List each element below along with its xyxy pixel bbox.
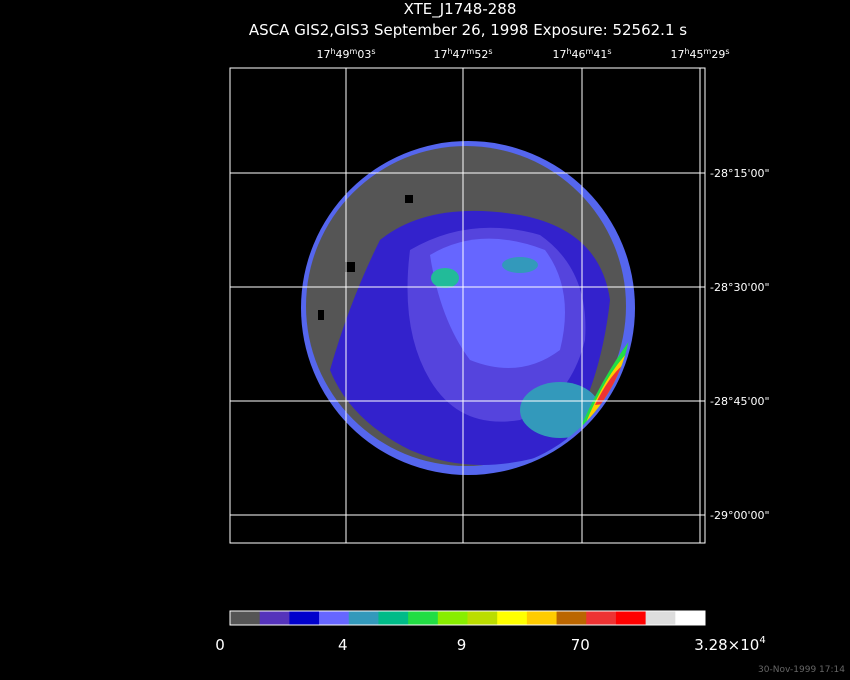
ra-value: 17 bbox=[670, 48, 684, 61]
coordinate-grid bbox=[229, 67, 706, 544]
ra-unit: h bbox=[566, 47, 571, 56]
ra-value: 46 bbox=[572, 48, 586, 61]
ra-value: 03 bbox=[357, 48, 371, 61]
colorbar-label: 9 bbox=[457, 636, 467, 654]
timestamp: 30-Nov-1999 17:14 bbox=[758, 665, 845, 675]
colorbar-swatch bbox=[259, 611, 290, 625]
ra-value: 49 bbox=[336, 48, 350, 61]
ra-value: 17 bbox=[433, 48, 447, 61]
colorbar-swatch bbox=[675, 611, 706, 625]
ra-unit: s bbox=[607, 47, 611, 56]
colorbar-swatch bbox=[526, 611, 558, 625]
ra-unit: s bbox=[488, 47, 492, 56]
ra-unit: h bbox=[684, 47, 689, 56]
colorbar-swatch bbox=[348, 611, 379, 625]
dead-pixel bbox=[405, 195, 413, 203]
ra-value: 29 bbox=[711, 48, 725, 61]
colorbar-swatch bbox=[408, 611, 439, 625]
ra-unit: s bbox=[371, 47, 375, 56]
ra-value: 41 bbox=[593, 48, 607, 61]
colorbar-label-exponent: 4 bbox=[759, 635, 765, 646]
colorbar-swatch bbox=[556, 611, 587, 625]
title: XTE_J1748-288 bbox=[404, 0, 517, 19]
dead-pixel bbox=[345, 262, 355, 272]
ra-value: 47 bbox=[453, 48, 467, 61]
emission-knot bbox=[520, 382, 600, 438]
colorbar-swatch bbox=[586, 611, 617, 625]
dec-label: -29°00'00" bbox=[710, 509, 770, 522]
dec-label: -28°45'00" bbox=[710, 395, 770, 408]
colorbar-frame bbox=[229, 610, 706, 626]
colorbar-label-mantissa: 3.28×10 bbox=[694, 636, 759, 654]
dead-pixel bbox=[318, 310, 324, 320]
colorbar-swatch bbox=[378, 611, 409, 625]
colorbar-label: 0 bbox=[215, 636, 225, 654]
emission-knot bbox=[431, 268, 459, 288]
ra-unit: m bbox=[586, 47, 594, 56]
emission-knot bbox=[502, 257, 538, 273]
ra-label: 17h47m52s bbox=[433, 47, 492, 61]
dec-label: -28°30'00" bbox=[710, 281, 770, 294]
sky-image bbox=[301, 141, 635, 475]
ra-unit: m bbox=[467, 47, 475, 56]
colorbar-swatch bbox=[615, 611, 647, 625]
colorbar-swatch bbox=[437, 611, 468, 625]
ra-unit: s bbox=[725, 47, 729, 56]
colorbar-swatch bbox=[319, 611, 350, 625]
ra-unit: m bbox=[704, 47, 712, 56]
ra-unit: m bbox=[350, 47, 358, 56]
ra-value: 17 bbox=[316, 48, 330, 61]
ra-label: 17h45m29s bbox=[670, 47, 729, 61]
colorbar-swatch bbox=[645, 611, 676, 625]
subtitle: ASCA GIS2,GIS3 September 26, 1998 Exposu… bbox=[249, 21, 687, 39]
colorbar-swatch bbox=[467, 611, 498, 625]
ra-value: 45 bbox=[690, 48, 704, 61]
colorbar-swatch bbox=[230, 611, 261, 625]
ra-label: 17h49m03s bbox=[316, 47, 375, 61]
ra-unit: h bbox=[330, 47, 335, 56]
ra-value: 17 bbox=[552, 48, 566, 61]
colorbar-label: 4 bbox=[338, 636, 348, 654]
colorbar-label: 70 bbox=[571, 636, 590, 654]
colorbar-label: 3.28×104 bbox=[694, 635, 765, 654]
dec-label: -28°15'00" bbox=[710, 167, 770, 180]
ra-value: 52 bbox=[474, 48, 488, 61]
ra-unit: h bbox=[447, 47, 452, 56]
frame bbox=[229, 67, 706, 544]
ra-label: 17h46m41s bbox=[552, 47, 611, 61]
colorbar-swatch bbox=[289, 611, 320, 625]
colorbar-swatch bbox=[497, 611, 528, 625]
